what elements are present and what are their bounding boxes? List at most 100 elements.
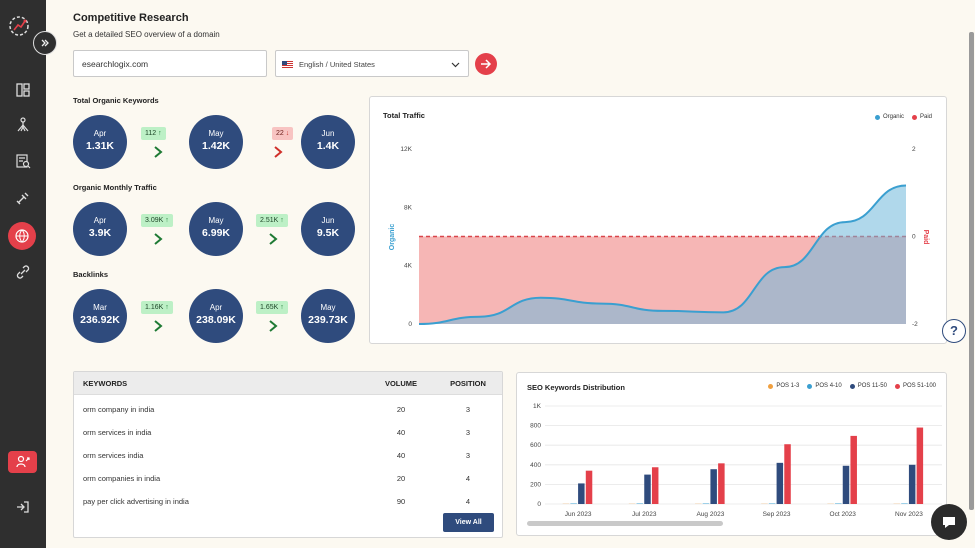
account-icon[interactable] [8, 451, 37, 473]
y2-tick-label: -2 [912, 321, 918, 328]
bar-pos-11-50[interactable] [578, 483, 585, 504]
bar-pos-51-100[interactable] [850, 435, 857, 504]
sidebar [0, 0, 46, 548]
table-row[interactable]: orm services india 40 3 [74, 444, 502, 467]
double-chevron-right-icon [41, 39, 49, 47]
seo-distribution-card: SEO Keywords Distribution POS 1-3 POS 4-1… [516, 372, 947, 536]
page-scrollbar-thumb[interactable] [969, 32, 974, 510]
language-select[interactable]: English / United States [275, 50, 469, 77]
app-logo-icon[interactable] [6, 12, 32, 38]
y-tick-label: 8K [404, 204, 413, 211]
metric-value: 9.5K [316, 227, 340, 239]
y-tick-label: 200 [530, 481, 541, 488]
volume-cell: 40 [396, 451, 406, 460]
keyword-cell: orm company in india [83, 405, 155, 414]
dashboard-icon[interactable] [11, 78, 35, 102]
keywords-table-header: KEYWORDS VOLUME POSITION [74, 372, 502, 395]
legend-item[interactable]: POS 4-10 [807, 383, 842, 389]
link-icon[interactable] [11, 260, 35, 284]
table-row[interactable]: pay per click advertising in india 90 4 [74, 490, 502, 513]
metric-bubble: May 1.42K [189, 115, 243, 169]
bar-pos-51-100[interactable] [916, 427, 924, 504]
arrow-up-icon: ↑ [163, 304, 169, 311]
bar-pos-11-50[interactable] [908, 464, 916, 504]
organic-area [419, 185, 906, 324]
x-tick-label: Jul 2023 [632, 511, 657, 518]
chat-button[interactable] [931, 504, 967, 540]
help-button[interactable]: ? [942, 319, 966, 343]
y-tick-label: 400 [530, 462, 541, 469]
change-value: 3.09K [145, 217, 164, 224]
arrow-up-icon: ↑ [156, 130, 162, 137]
chevron-right-green-icon [269, 320, 278, 332]
x-tick-label: Nov 2023 [895, 511, 923, 518]
metric-value: 6.99K [201, 227, 231, 239]
y-tick-label: 1K [533, 403, 542, 410]
legend-item[interactable]: POS 11-50 [849, 383, 887, 389]
chart-horizontal-scrollbar[interactable] [527, 521, 723, 526]
legend-item[interactable]: POS 51-100 [894, 383, 936, 389]
x-tick-label: Aug 2023 [696, 511, 724, 518]
chevron-down-icon [451, 62, 460, 68]
view-all-button[interactable]: View All [443, 513, 494, 532]
keywords-table: KEYWORDS VOLUME POSITION orm company in … [73, 371, 503, 538]
x-tick-label: Jun 2023 [565, 511, 592, 518]
submit-button[interactable] [475, 53, 497, 75]
volume-cell: 90 [396, 497, 406, 506]
change-value: 1.65K [260, 304, 279, 311]
metric-month: Jun [321, 129, 335, 138]
volume-cell: 20 [396, 405, 406, 414]
bar-pos-11-50[interactable] [644, 474, 651, 504]
column-header-position[interactable]: POSITION [450, 379, 486, 388]
bar-pos-51-100[interactable] [585, 470, 593, 504]
competitive-research-icon[interactable] [8, 222, 36, 250]
change-value: 2.51K [260, 217, 279, 224]
bar-pos-11-50[interactable] [776, 462, 784, 504]
total-traffic-title: Total Traffic [383, 111, 425, 120]
change-badge: 1.65K ↑ [256, 301, 288, 314]
change-value: 22 [276, 130, 284, 137]
change-badge: 1.16K ↑ [141, 301, 173, 314]
bar-pos-51-100[interactable] [718, 463, 725, 504]
bar-pos-11-50[interactable] [710, 469, 717, 504]
position-cell: 4 [465, 497, 471, 506]
sidebar-toggle-button[interactable] [33, 31, 57, 55]
keyword-cell: orm services india [83, 451, 144, 460]
legend-organic[interactable]: Organic [874, 114, 904, 120]
metric-bubble: May 6.99K [189, 202, 243, 256]
domain-input[interactable] [73, 50, 267, 77]
metric-bubble: Mar 236.92K [73, 289, 127, 343]
column-header-volume[interactable]: VOLUME [384, 379, 418, 388]
arrow-up-icon: ↑ [278, 304, 284, 311]
chevron-right-green-icon [154, 146, 163, 158]
arrow-up-icon: ↑ [278, 217, 284, 224]
change-badge: 112 ↑ [141, 127, 166, 140]
tools-icon[interactable] [11, 186, 35, 210]
table-row[interactable]: orm services in india 40 3 [74, 421, 502, 444]
metric-month: Apr [93, 129, 107, 138]
metric-month: Jun [321, 216, 335, 225]
legend-item[interactable]: POS 1-3 [768, 383, 799, 389]
metric-value: 236.92K [80, 314, 120, 326]
report-search-icon[interactable] [11, 149, 35, 173]
column-header-keywords[interactable]: KEYWORDS [83, 379, 128, 388]
chevron-right-green-icon [269, 233, 278, 245]
table-row[interactable]: orm companies in india 20 4 [74, 467, 502, 490]
position-cell: 4 [465, 474, 471, 483]
section-label: Total Organic Keywords [73, 96, 159, 105]
metric-month: Apr [93, 216, 107, 225]
metric-month: Mar [93, 303, 107, 312]
y-tick-label: 0 [537, 501, 541, 508]
table-row[interactable]: orm company in india 20 3 [74, 398, 502, 421]
bar-pos-51-100[interactable] [784, 444, 791, 504]
metric-month: May [208, 129, 224, 138]
volume-cell: 20 [396, 474, 406, 483]
legend-paid[interactable]: Paid [911, 114, 932, 120]
hierarchy-icon[interactable] [11, 113, 35, 137]
metric-bubble: Jun 1.4K [301, 115, 355, 169]
change-badge: 2.51K ↑ [256, 214, 288, 227]
logout-icon[interactable] [11, 495, 35, 519]
language-select-value: English / United States [299, 60, 375, 69]
bar-pos-51-100[interactable] [651, 467, 659, 504]
bar-pos-11-50[interactable] [842, 465, 850, 504]
